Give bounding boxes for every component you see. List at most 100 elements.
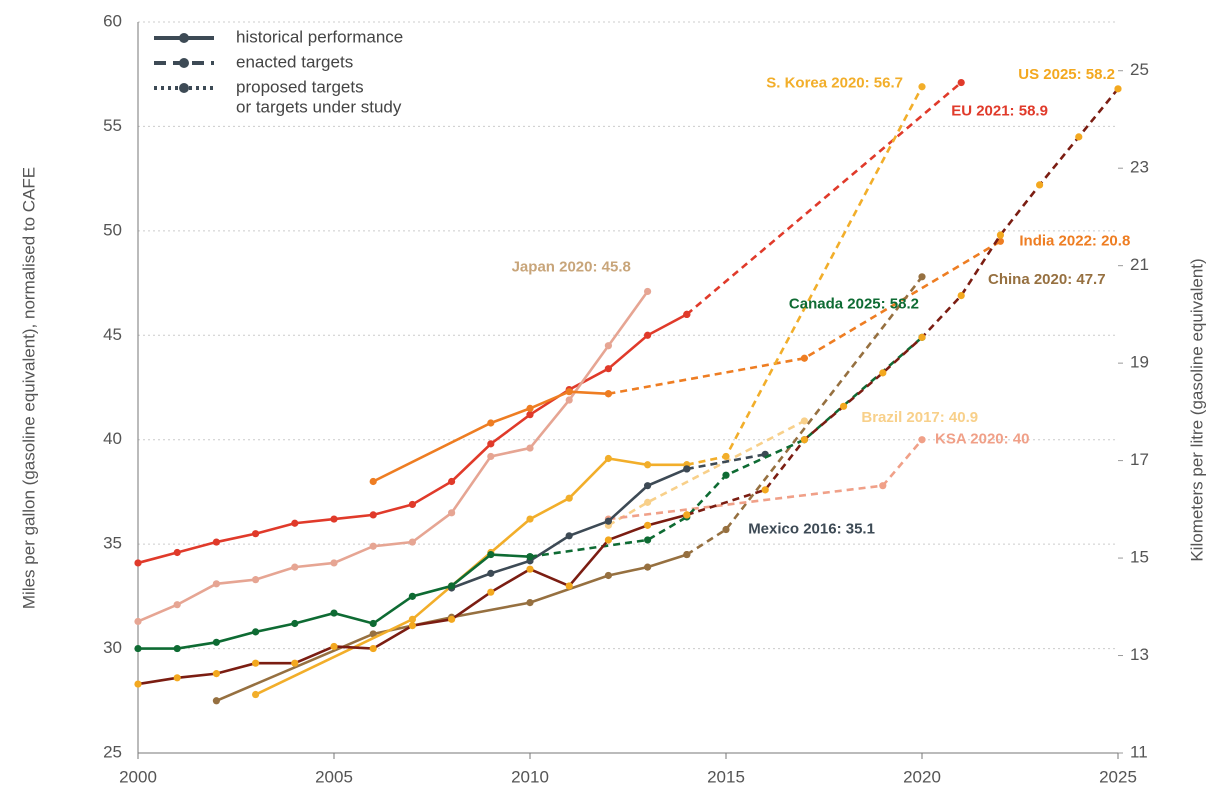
point xyxy=(134,644,142,653)
annotation: EU 2021: 58.9 xyxy=(951,103,1048,120)
point xyxy=(644,563,652,571)
point xyxy=(408,500,416,509)
y-tick-label: 45 xyxy=(103,325,122,344)
legend-label: enacted targets xyxy=(236,52,353,71)
y-tick-label: 40 xyxy=(103,429,122,448)
y2-tick-label: 19 xyxy=(1130,353,1149,372)
point xyxy=(173,674,181,682)
point xyxy=(487,440,495,448)
point xyxy=(408,592,416,600)
y-tick-label: 30 xyxy=(103,638,122,657)
point xyxy=(604,517,613,525)
point xyxy=(291,659,299,667)
annotation: US 2025: 58.2 xyxy=(1018,66,1115,83)
point xyxy=(212,580,220,588)
point xyxy=(252,690,260,699)
point xyxy=(644,536,652,544)
point xyxy=(526,553,534,561)
point xyxy=(134,680,142,688)
point xyxy=(291,619,299,628)
point xyxy=(644,287,652,296)
point xyxy=(212,538,220,546)
y-tick-label: 25 xyxy=(103,742,122,761)
point xyxy=(526,404,534,412)
point xyxy=(173,548,181,557)
annotation: Brazil 2017: 40.9 xyxy=(861,409,978,426)
point xyxy=(448,582,456,590)
point xyxy=(1036,181,1044,189)
point xyxy=(252,659,260,667)
point xyxy=(800,436,809,444)
series-line xyxy=(608,240,1002,396)
y2-tick-label: 23 xyxy=(1130,158,1149,177)
point xyxy=(604,536,613,544)
series-line xyxy=(451,467,688,590)
point xyxy=(526,411,534,419)
point xyxy=(918,333,926,341)
point xyxy=(487,550,495,559)
x-tick-label: 2005 xyxy=(315,767,353,786)
point xyxy=(487,419,495,427)
x-tick-label: 2010 xyxy=(511,767,549,786)
point xyxy=(448,509,456,517)
point xyxy=(957,292,965,300)
x-tick-label: 2015 xyxy=(707,767,745,786)
series-line xyxy=(137,290,649,623)
series-line xyxy=(686,276,924,556)
y2-tick-label: 11 xyxy=(1130,742,1148,761)
annotation: KSA 2020: 40 xyxy=(935,431,1030,448)
y2-tick-label: 21 xyxy=(1130,255,1149,274)
point xyxy=(722,525,730,534)
annotation: India 2022: 20.8 xyxy=(1019,232,1130,249)
point xyxy=(918,83,926,91)
point xyxy=(722,471,730,479)
point xyxy=(761,486,769,494)
legend-label: proposed targets xyxy=(236,77,364,96)
point xyxy=(448,615,456,623)
point xyxy=(369,477,377,486)
y-tick-label: 60 xyxy=(103,11,122,30)
x-tick-label: 2025 xyxy=(1099,767,1137,786)
point xyxy=(330,642,338,651)
point xyxy=(173,644,181,653)
point xyxy=(212,638,220,646)
series-line xyxy=(255,457,687,696)
point xyxy=(134,559,142,567)
point xyxy=(604,342,613,350)
point xyxy=(369,542,377,550)
point xyxy=(565,582,573,590)
point xyxy=(604,571,613,580)
point xyxy=(173,601,181,609)
point xyxy=(604,454,613,463)
point xyxy=(252,576,260,584)
series-line xyxy=(686,453,766,471)
legend-label: historical performance xyxy=(236,27,403,46)
point xyxy=(330,559,338,567)
point xyxy=(840,402,848,410)
point xyxy=(918,436,926,444)
series-line xyxy=(529,336,923,558)
annotation: Japan 2020: 45.8 xyxy=(512,258,631,275)
annotation: Canada 2025: 58.2 xyxy=(789,295,919,312)
y2-tick-label: 13 xyxy=(1130,645,1149,664)
point xyxy=(369,511,377,519)
point xyxy=(134,617,142,626)
point xyxy=(448,477,456,486)
x-tick-label: 2000 xyxy=(119,767,157,786)
point xyxy=(330,609,338,617)
y2-axis-label: Kilometers per litre (gasoline equivalen… xyxy=(1187,258,1206,561)
y-tick-label: 35 xyxy=(103,534,122,553)
y2-tick-label: 17 xyxy=(1130,450,1149,469)
point xyxy=(800,354,809,362)
point xyxy=(565,388,573,396)
point xyxy=(487,452,495,461)
legend-marker xyxy=(179,83,189,93)
point xyxy=(644,521,652,529)
point xyxy=(212,697,220,705)
point xyxy=(369,644,377,653)
point xyxy=(526,515,534,523)
point xyxy=(644,461,652,469)
point xyxy=(369,630,377,638)
point xyxy=(996,231,1005,239)
